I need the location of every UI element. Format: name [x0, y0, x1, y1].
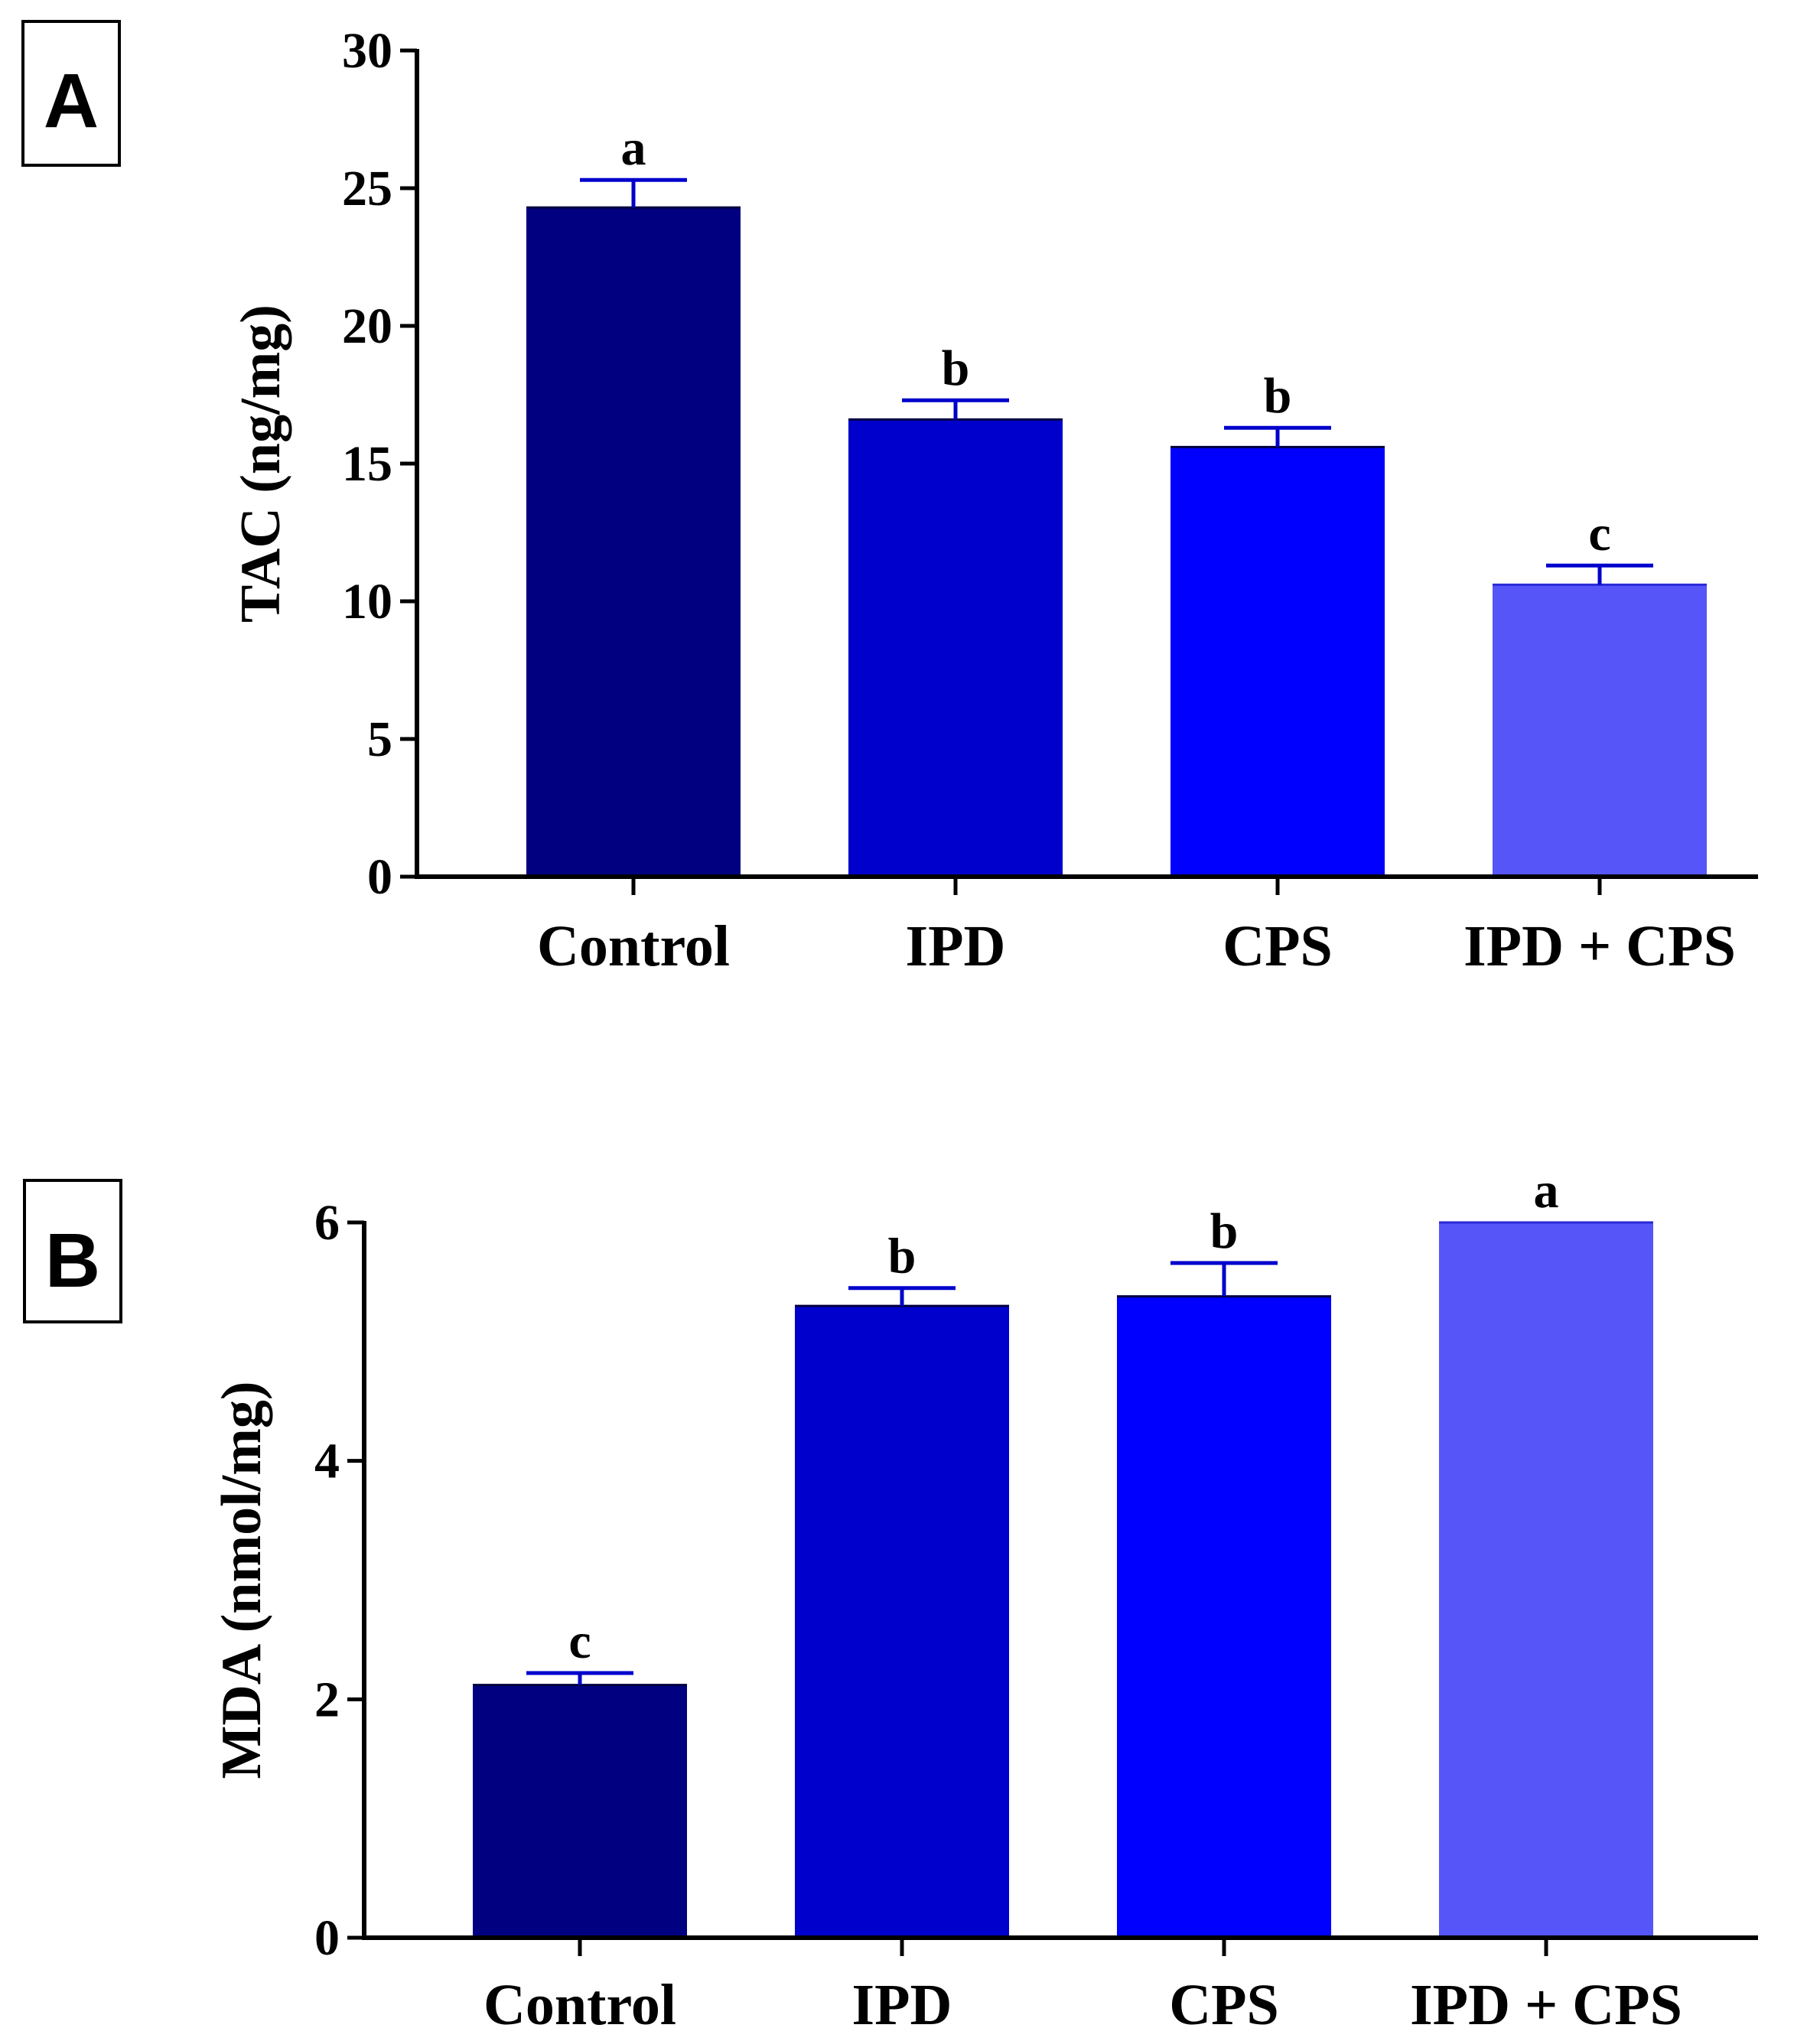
bar	[473, 1685, 687, 1938]
y-tick-label: 20	[342, 298, 392, 354]
y-tick-label: 2	[314, 1672, 340, 1727]
x-tick-label: IPD + CPS	[1463, 914, 1736, 978]
significance-label: b	[1264, 368, 1292, 424]
bar	[1117, 1297, 1331, 1938]
x-tick-label: IPD	[852, 1973, 952, 2037]
x-tick-label: Control	[483, 1973, 676, 2037]
figure: AaControlbIPDbCPScIPD + CPS051015202530T…	[0, 0, 1820, 2041]
y-tick-label: 4	[314, 1434, 340, 1489]
panel-label: B	[45, 1218, 100, 1304]
y-tick-label: 6	[314, 1195, 340, 1251]
x-tick-label: IPD	[906, 914, 1006, 978]
bar	[848, 419, 1063, 877]
y-tick-label: 5	[367, 711, 392, 767]
chart-panel-a: Aa Control b IPD b CPS c IPD + CPS 0 5 10 15 20 25 30 T…	[23, 21, 1758, 978]
panel-label: A	[44, 58, 99, 144]
significance-label: c	[1588, 506, 1610, 562]
chart-panel-b: Bc Control b IPD b CPS a IPD + CPS 0 2 4 6 MDA (nmol…	[24, 1163, 1758, 2037]
significance-label: b	[942, 340, 970, 396]
bar	[1170, 447, 1385, 877]
y-axis-title: MDA (nmol/mg)	[210, 1382, 273, 1779]
y-tick-label: 0	[314, 1910, 340, 1966]
significance-label: a	[1534, 1163, 1559, 1219]
bar	[526, 207, 741, 877]
y-tick-label: 15	[342, 436, 392, 492]
x-tick-label: CPS	[1223, 914, 1333, 978]
x-tick-label: Control	[537, 914, 730, 978]
y-tick-label: 10	[342, 574, 392, 630]
y-axis-title: TAC (ng/mg)	[230, 304, 292, 623]
bar	[795, 1306, 1009, 1938]
significance-label: b	[1210, 1203, 1239, 1259]
y-tick-label: 25	[342, 161, 392, 216]
bar	[1439, 1222, 1653, 1938]
y-tick-label: 0	[367, 849, 392, 905]
x-tick-label: IPD + CPS	[1410, 1973, 1682, 2037]
y-tick-label: 30	[342, 23, 392, 79]
x-tick-label: CPS	[1169, 1973, 1279, 2037]
significance-label: b	[888, 1229, 917, 1284]
significance-label: a	[621, 120, 646, 176]
bar	[1493, 584, 1707, 877]
significance-label: c	[568, 1613, 591, 1669]
